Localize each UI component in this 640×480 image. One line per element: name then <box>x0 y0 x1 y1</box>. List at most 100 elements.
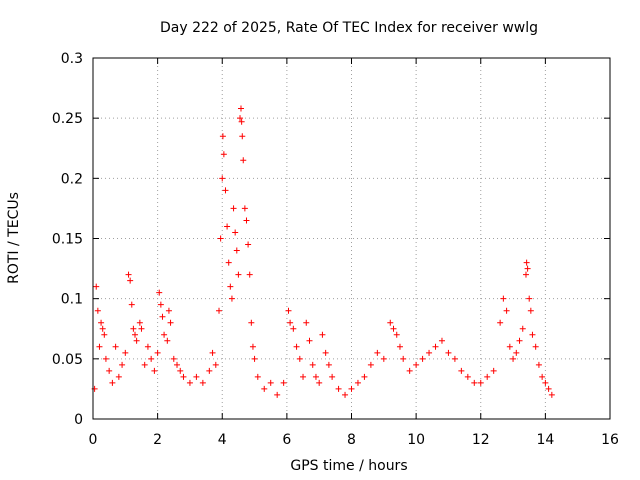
data-point <box>380 355 387 362</box>
data-point <box>426 349 433 356</box>
data-point <box>542 379 549 386</box>
data-point <box>445 349 452 356</box>
data-point <box>325 361 332 368</box>
data-point <box>529 331 536 338</box>
data-point <box>535 361 542 368</box>
data-point <box>464 373 471 380</box>
data-point <box>293 343 300 350</box>
data-point <box>224 223 231 230</box>
grid-lines <box>93 58 610 419</box>
data-point <box>161 331 168 338</box>
data-point <box>526 295 533 302</box>
data-point <box>238 118 245 125</box>
y-tick-label: 0.1 <box>61 292 83 308</box>
data-point <box>96 343 103 350</box>
data-point <box>523 259 530 266</box>
data-point <box>438 337 445 344</box>
data-point <box>419 355 426 362</box>
x-axis-ticks: 0 2 4 6 8 10 12 14 16 <box>89 58 619 448</box>
x-tick-label: 10 <box>407 432 425 448</box>
data-point <box>228 295 235 302</box>
data-point <box>138 325 145 332</box>
data-point <box>125 271 132 278</box>
data-point <box>342 391 349 398</box>
data-point <box>115 373 122 380</box>
data-point <box>497 319 504 326</box>
data-point <box>219 133 226 140</box>
data-point <box>246 271 253 278</box>
data-point <box>506 343 513 350</box>
data-point <box>216 307 223 314</box>
data-point <box>174 361 181 368</box>
data-point <box>225 259 232 266</box>
data-point <box>477 379 484 386</box>
y-tick-label: 0.25 <box>52 111 83 127</box>
data-point <box>503 307 510 314</box>
data-point <box>177 367 184 374</box>
data-point <box>157 301 164 308</box>
y-tick-label: 0.15 <box>52 232 83 248</box>
data-point <box>539 373 546 380</box>
data-point <box>241 205 248 212</box>
data-point <box>230 205 237 212</box>
data-point <box>513 349 520 356</box>
data-point <box>148 355 155 362</box>
data-point <box>329 373 336 380</box>
data-point <box>109 379 116 386</box>
data-point <box>251 355 258 362</box>
data-point <box>274 391 281 398</box>
data-point <box>432 343 439 350</box>
data-point <box>458 367 465 374</box>
data-point <box>348 385 355 392</box>
x-tick-label: 8 <box>347 432 356 448</box>
data-point <box>248 319 255 326</box>
data-point <box>136 319 143 326</box>
y-axis-ticks: 0 0.05 0.1 0.15 0.2 0.25 0.3 <box>52 51 610 428</box>
data-point <box>133 337 140 344</box>
data-point <box>132 331 139 338</box>
data-point <box>306 337 313 344</box>
data-point <box>309 361 316 368</box>
data-point <box>209 349 216 356</box>
data-point <box>98 319 105 326</box>
data-point <box>387 319 394 326</box>
data-point <box>237 105 244 112</box>
data-point <box>144 343 151 350</box>
data-point <box>413 361 420 368</box>
data-point <box>287 319 294 326</box>
data-point <box>300 373 307 380</box>
data-point <box>199 379 206 386</box>
data-points <box>91 105 555 398</box>
x-tick-label: 4 <box>218 432 227 448</box>
data-point <box>374 349 381 356</box>
data-point <box>249 343 256 350</box>
data-point <box>102 355 109 362</box>
data-point <box>545 385 552 392</box>
data-point <box>532 343 539 350</box>
data-point <box>280 379 287 386</box>
data-point <box>484 373 491 380</box>
data-point <box>500 295 507 302</box>
data-point <box>361 373 368 380</box>
data-point <box>239 133 246 140</box>
data-point <box>206 367 213 374</box>
data-point <box>490 367 497 374</box>
data-point <box>296 355 303 362</box>
data-point <box>141 361 148 368</box>
data-point <box>130 325 137 332</box>
data-point <box>254 373 261 380</box>
y-tick-label: 0.2 <box>61 171 83 187</box>
data-point <box>316 379 323 386</box>
data-point <box>354 379 361 386</box>
data-point <box>396 343 403 350</box>
data-point <box>164 337 171 344</box>
data-point <box>220 151 227 158</box>
data-point <box>165 307 172 314</box>
data-point <box>167 319 174 326</box>
x-tick-label: 6 <box>282 432 291 448</box>
data-point <box>99 325 106 332</box>
data-point <box>101 331 108 338</box>
y-axis-label: ROTI / TECUs <box>6 192 22 284</box>
data-point <box>233 247 240 254</box>
data-point <box>243 217 250 224</box>
